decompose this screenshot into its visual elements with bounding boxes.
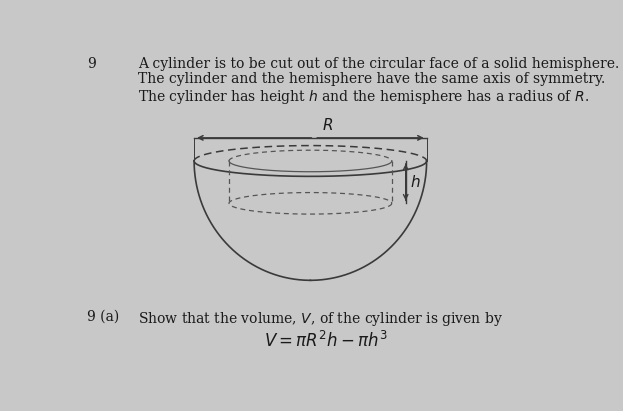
- Text: $V = \pi R^{2}h - \pi h^{3}$: $V = \pi R^{2}h - \pi h^{3}$: [264, 331, 388, 351]
- Text: 9: 9: [87, 57, 96, 71]
- Text: Show that the volume, $V$, of the cylinder is given by: Show that the volume, $V$, of the cylind…: [138, 309, 503, 328]
- Text: 9 (a): 9 (a): [87, 309, 120, 323]
- Text: The cylinder has height $h$ and the hemisphere has a radius of $R$.: The cylinder has height $h$ and the hemi…: [138, 88, 589, 106]
- Text: A cylinder is to be cut out of the circular face of a solid hemisphere.: A cylinder is to be cut out of the circu…: [138, 57, 620, 71]
- Text: $h$: $h$: [411, 174, 421, 190]
- Text: The cylinder and the hemisphere have the same axis of symmetry.: The cylinder and the hemisphere have the…: [138, 72, 606, 86]
- Text: $R$: $R$: [322, 117, 333, 133]
